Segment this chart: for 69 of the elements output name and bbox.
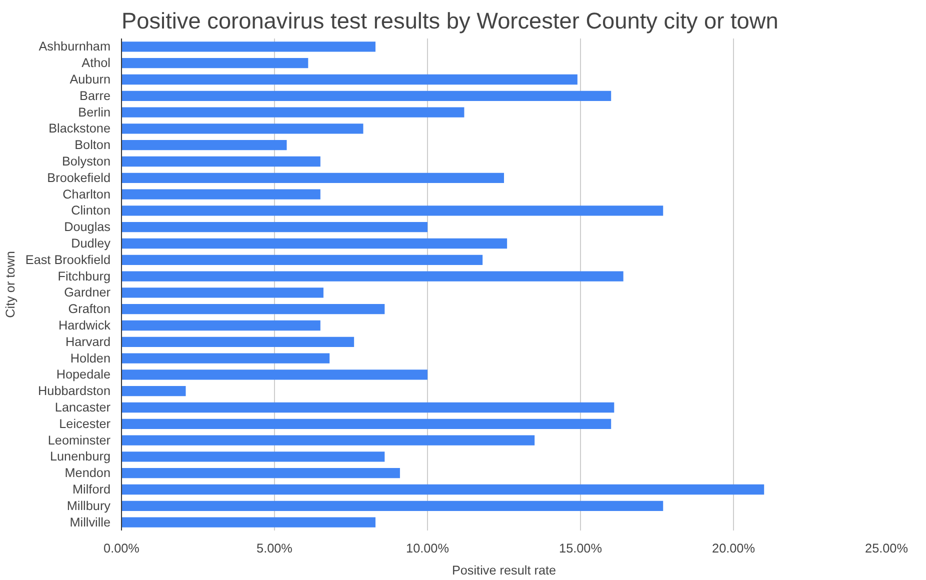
bar (122, 418, 612, 429)
y-tick-label: Leicester (59, 416, 111, 431)
y-tick-label: East Brookfield (25, 252, 111, 267)
y-tick-label: Leominster (48, 433, 110, 448)
y-tick-label: Bolyston (62, 154, 111, 168)
y-tick-label: Holden (70, 351, 110, 366)
y-tick-label: Douglas (64, 220, 110, 234)
bar (122, 435, 535, 446)
bar (122, 90, 612, 101)
y-tick-label: Lunenburg (50, 450, 111, 464)
bar (122, 140, 287, 150)
bar (122, 402, 614, 413)
y-tick-label: Blackstone (48, 122, 111, 136)
y-tick-label: Athol (82, 56, 111, 70)
y-tick-label: Fitchburg (58, 269, 111, 284)
bar (122, 336, 354, 347)
y-tick-label: Milford (72, 482, 111, 496)
y-tick-label: Hubbardston (38, 384, 111, 398)
bar (122, 370, 428, 380)
bar (122, 107, 464, 118)
bar (122, 58, 308, 68)
bar (122, 156, 320, 167)
y-tick-label: Millbury (66, 498, 112, 513)
y-tick-label: Millville (70, 515, 110, 530)
bar (122, 304, 385, 314)
bar (122, 353, 330, 364)
bar (122, 386, 186, 396)
y-tick-label: Clinton (71, 204, 111, 218)
bar (122, 452, 385, 462)
bar (122, 222, 428, 232)
y-tick-label: Dudley (71, 236, 112, 250)
x-tick-label: 25.00% (865, 542, 908, 556)
bar (122, 206, 664, 216)
y-tick-label: Brookefield (47, 170, 111, 185)
y-tick-label: Bolton (74, 138, 111, 152)
bar (122, 468, 400, 478)
bar (122, 42, 376, 52)
bar (122, 500, 664, 511)
y-tick-label: Mendon (64, 466, 111, 480)
bar (122, 271, 624, 282)
y-tick-label: Berlin (78, 105, 110, 120)
bar (122, 254, 483, 265)
chart-title: Positive coronavirus test results by Worcester County city or town (122, 8, 778, 34)
bar (122, 288, 324, 298)
y-tick-label: Lancaster (54, 400, 111, 414)
x-tick-label: 5.00% (256, 542, 292, 556)
x-tick-label: 15.00% (559, 542, 602, 556)
y-tick-label: Grafton (68, 302, 111, 316)
y-tick-label: Auburn (70, 72, 110, 86)
bar (122, 74, 578, 85)
bar (122, 517, 376, 528)
bar (122, 189, 320, 200)
x-tick-label: 0.00% (104, 542, 140, 556)
bar (122, 172, 504, 183)
x-axis-title: Positive result rate (452, 564, 556, 578)
y-tick-label: Hopedale (56, 368, 111, 382)
x-tick-label: 20.00% (712, 542, 755, 556)
bar (122, 238, 508, 249)
y-tick-label: Gardner (64, 286, 111, 300)
bar (122, 484, 764, 495)
y-tick-label: Harvard (65, 334, 110, 349)
y-tick-label: Charlton (62, 187, 111, 202)
y-tick-label: Hardwick (58, 318, 112, 332)
x-tick-label: 10.00% (406, 542, 449, 556)
y-tick-label: Ashburnham (38, 40, 111, 54)
y-tick-label: Barre (80, 88, 111, 103)
y-axis-title: City or town (3, 251, 18, 318)
bar (122, 124, 364, 134)
bar (122, 320, 320, 331)
